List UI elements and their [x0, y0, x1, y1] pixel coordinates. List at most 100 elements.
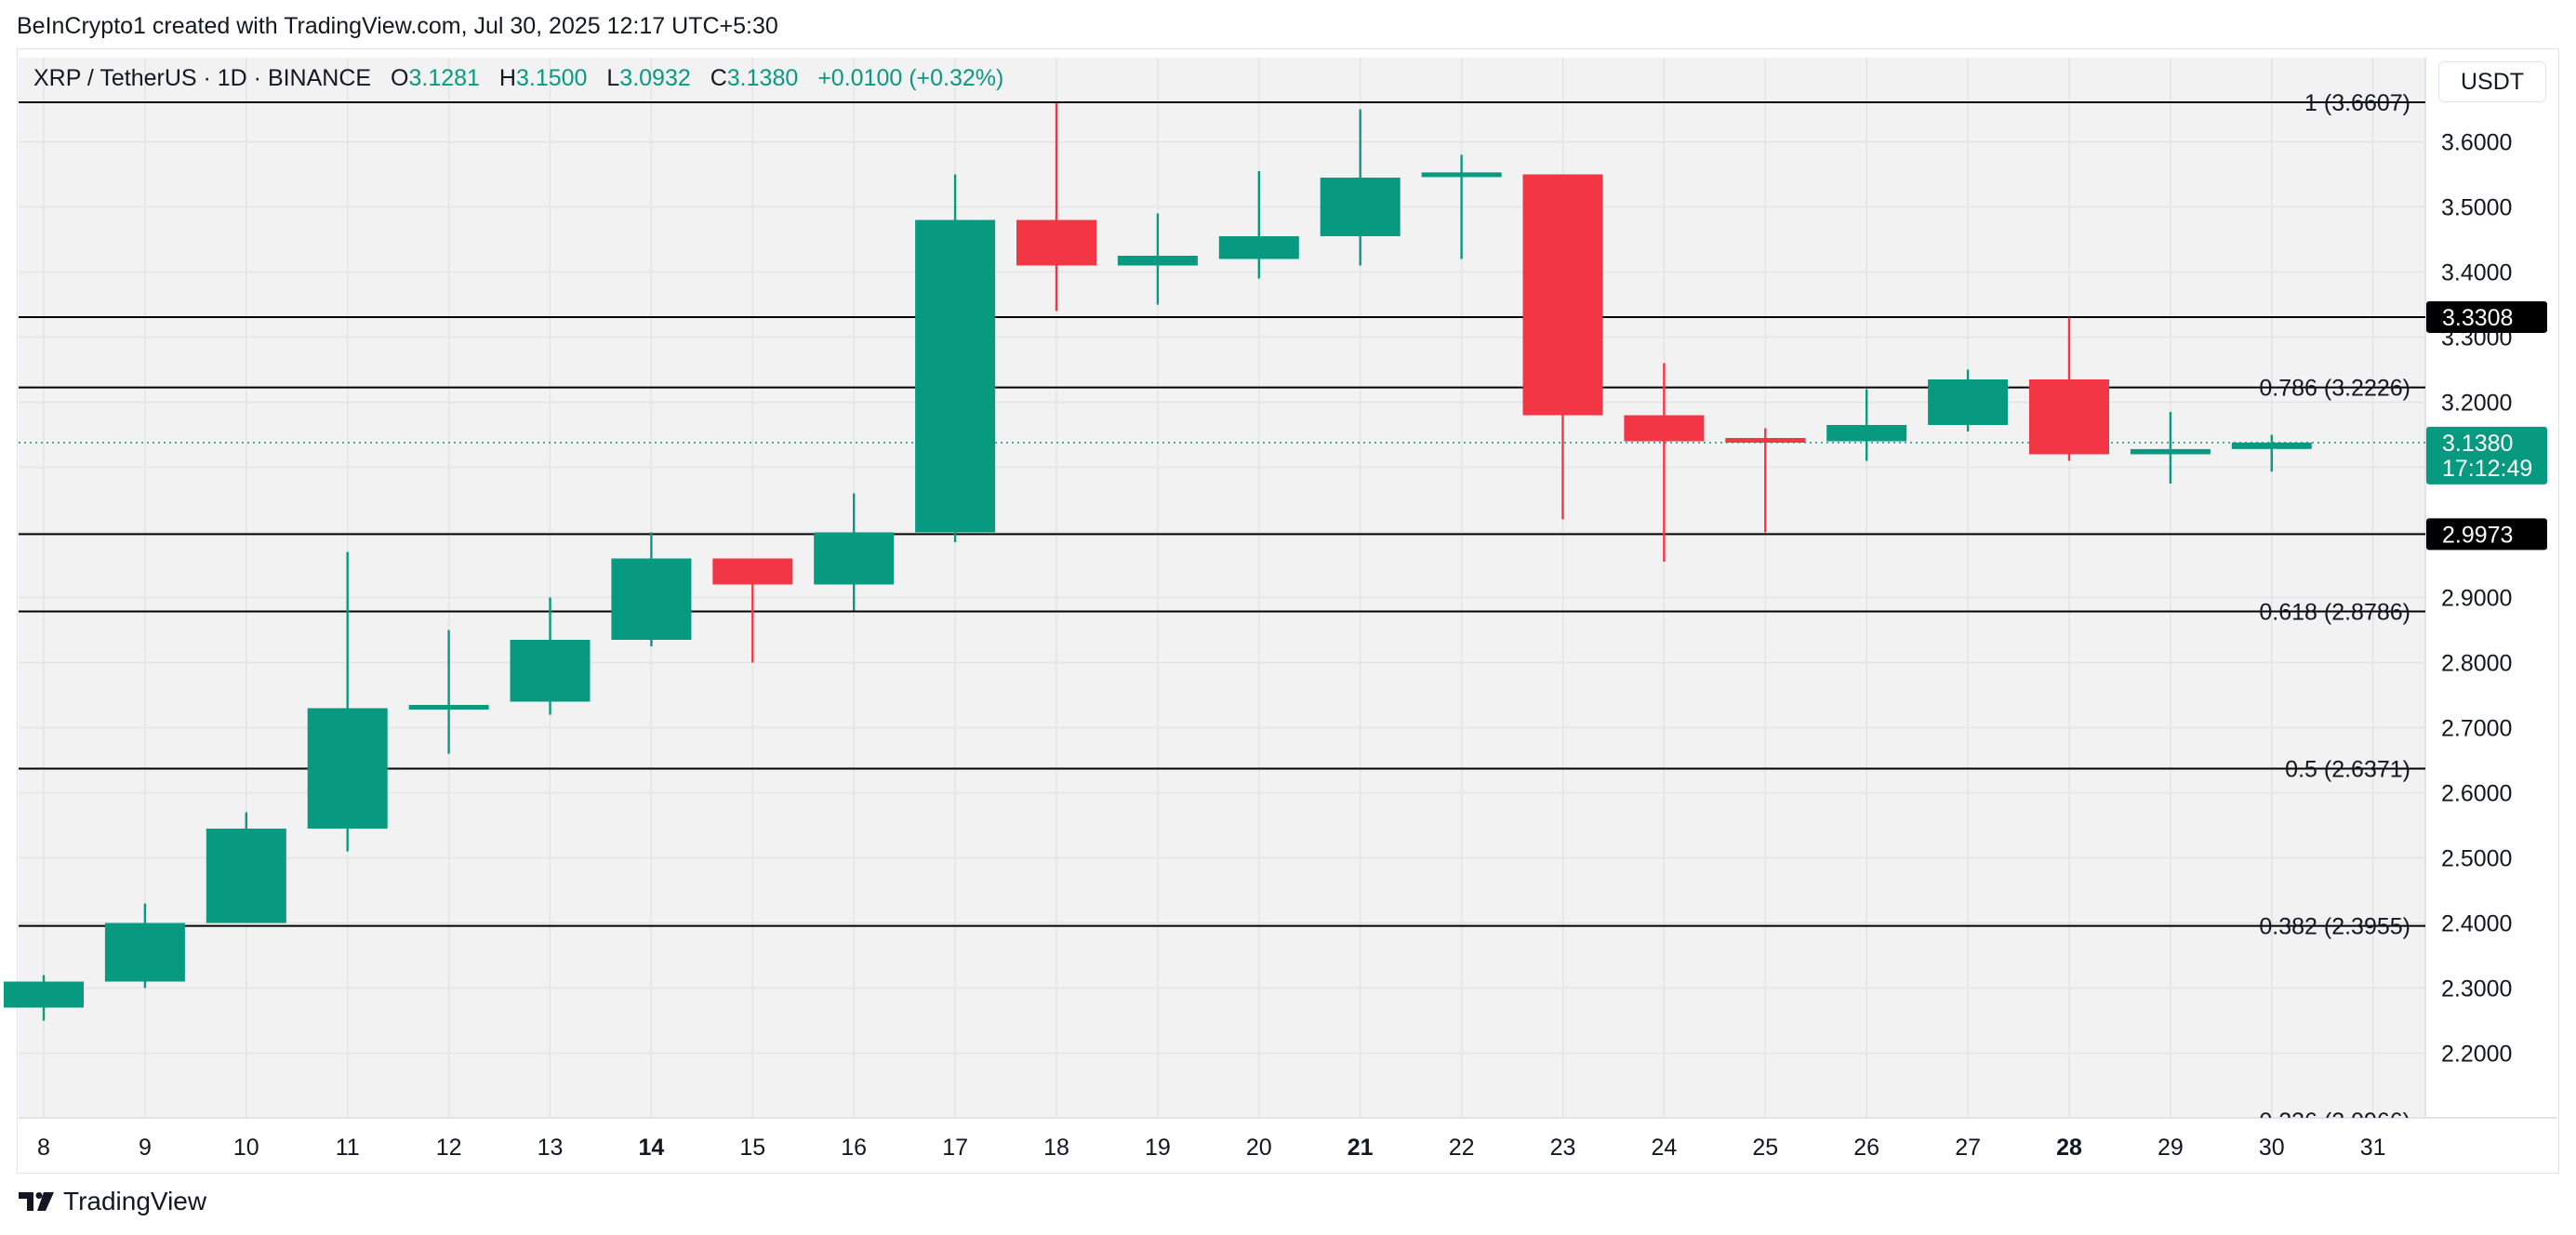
time-tick-label: 10	[233, 1135, 259, 1161]
price-tick-label: 3.2000	[2441, 391, 2512, 417]
open-label: O	[391, 65, 409, 91]
time-tick-label: 31	[2360, 1135, 2386, 1161]
price-tick-label: 3.4000	[2441, 260, 2512, 286]
candle-body	[1117, 256, 1198, 266]
level-price-tag-text: 3.3308	[2442, 305, 2513, 331]
candle-day-19	[1117, 213, 1198, 305]
price-tick-label: 2.2000	[2441, 1042, 2512, 1068]
time-tick-label: 21	[1348, 1135, 1374, 1161]
level-price-tag-text: 2.9973	[2442, 522, 2513, 548]
high-label: H	[498, 65, 516, 91]
plot-area	[19, 58, 2425, 1118]
price-tick-label: 2.9000	[2441, 586, 2512, 612]
candle-body	[1421, 172, 1502, 178]
time-tick-label: 26	[1853, 1135, 1879, 1161]
symbol-legend: XRP / TetherUS · 1D · BINANCE O3.1281 H3…	[33, 65, 1003, 92]
candle-day-11	[307, 551, 388, 852]
candle-day-10	[206, 812, 286, 923]
candle-day-29	[2130, 412, 2211, 484]
last-price-tag	[2426, 426, 2547, 485]
low-label: L	[606, 65, 620, 91]
time-tick-label: 23	[1550, 1135, 1576, 1161]
close-label: C	[710, 65, 727, 91]
candle-body	[1826, 425, 1907, 442]
candle-body	[2130, 448, 2211, 455]
candle-body	[915, 219, 996, 533]
candle-day-15	[712, 558, 793, 663]
close-value: 3.1380	[726, 65, 799, 91]
price-axis: 2.2000 2.3000 2.4000 2.5000 2.6000 2.7000 2.80…	[2441, 130, 2512, 1068]
chart-frame	[17, 48, 2559, 1174]
time-tick-label: 27	[1955, 1135, 1981, 1161]
symbol-label: XRP / TetherUS · 1D · BINANCE	[33, 65, 372, 91]
time-axis: 8 9 10 11 12 13 14 15 16 17 18 19 20 21 22 23 24 25 26 27 28…	[37, 1135, 2386, 1161]
chart-credit: BeInCrypto1 created with TradingView.com…	[17, 13, 778, 39]
candle-body	[510, 640, 591, 702]
time-tick-label: 15	[739, 1135, 765, 1161]
candle-body	[4, 981, 84, 1008]
candle-day-17	[915, 174, 996, 542]
open-value: 3.1281	[408, 65, 480, 91]
high-value: 3.1500	[515, 65, 588, 91]
fib-level-label: 0.236 (2.0966)	[2259, 1109, 2410, 1135]
candle-day-21	[1320, 109, 1401, 266]
plot-background	[19, 58, 2425, 1118]
candle-day-8	[4, 975, 84, 1021]
last-price-tag-value: 3.1380	[2442, 431, 2513, 457]
candle-body	[307, 708, 388, 829]
candle-day-14	[611, 532, 692, 646]
candle-body	[1624, 415, 1705, 442]
candle-body	[611, 558, 692, 640]
candle-day-27	[1928, 369, 2009, 432]
candle-day-28	[2029, 317, 2109, 461]
candle-body	[104, 923, 185, 982]
fib-level-label: 0.5 (2.6371)	[2285, 757, 2410, 783]
fib-level-label: 0.786 (3.2226)	[2259, 376, 2410, 402]
time-tick-label: 17	[942, 1135, 968, 1161]
candle-body	[2231, 442, 2312, 449]
time-tick-label: 30	[2259, 1135, 2285, 1161]
level-price-tag	[2426, 518, 2547, 551]
brand-name: TradingView	[63, 1187, 207, 1215]
time-tick-label: 8	[37, 1135, 50, 1161]
candle-day-18	[1016, 102, 1096, 312]
price-tick-label: 3.5000	[2441, 195, 2512, 221]
last-price-countdown: 17:12:49	[2442, 456, 2532, 482]
tradingview-brand[interactable]: TradingView	[19, 1187, 206, 1216]
candle-day-12	[408, 630, 489, 754]
currency-unit-button[interactable]: USDT	[2438, 61, 2546, 102]
time-tick-label: 16	[841, 1135, 867, 1161]
level-price-tag	[2426, 300, 2547, 333]
time-tick-label: 29	[2158, 1135, 2184, 1161]
price-tick-label: 2.8000	[2441, 651, 2512, 677]
candle-day-25	[1725, 428, 1806, 533]
time-tick-label: 25	[1752, 1135, 1778, 1161]
candle-day-9	[104, 903, 185, 989]
candle-body	[814, 532, 895, 585]
low-value: 3.0932	[619, 65, 691, 91]
candle-day-13	[510, 597, 591, 715]
time-tick-label: 24	[1651, 1135, 1677, 1161]
candle-day-30	[2231, 434, 2312, 472]
time-tick-label: 19	[1145, 1135, 1171, 1161]
time-tick-label: 20	[1246, 1135, 1272, 1161]
time-tick-label: 14	[638, 1135, 664, 1161]
time-tick-label: 22	[1449, 1135, 1475, 1161]
candle-body	[1928, 379, 2009, 425]
candle-body	[712, 558, 793, 585]
level-lines: 1 (3.6607) 0.786 (3.2226) 0.618 (2.8786) 0.…	[19, 90, 2425, 1135]
price-tick-label: 2.5000	[2441, 846, 2512, 872]
candle-body	[1320, 178, 1401, 236]
candle-body	[1522, 174, 1603, 416]
candle-day-20	[1218, 171, 1299, 279]
candle-body	[1218, 236, 1299, 259]
candle-day-26	[1826, 389, 1907, 461]
time-tick-label: 13	[538, 1135, 564, 1161]
candle-body	[408, 705, 489, 710]
candle-day-23	[1522, 174, 1603, 520]
time-tick-label: 28	[2056, 1135, 2082, 1161]
candle-body	[2029, 379, 2109, 455]
time-tick-label: 12	[436, 1135, 462, 1161]
